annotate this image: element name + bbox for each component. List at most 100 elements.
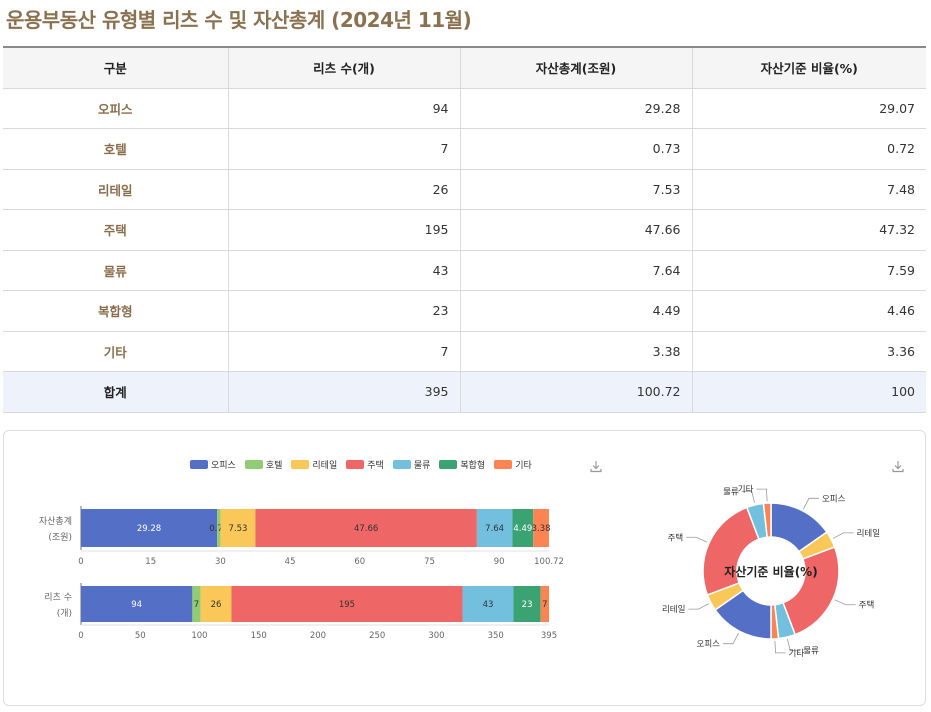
pie-label-line [688,603,710,610]
header-category: 구분 [3,46,229,89]
row-ratio: 0.72 [692,128,926,170]
x-tick-label: 250 [369,631,385,641]
legend-item[interactable]: 기타 [494,458,532,471]
legend-item[interactable]: 리테일 [291,458,337,471]
bar-data-label: 195 [339,600,355,610]
bar-segment[interactable] [192,586,201,622]
pie-slice[interactable] [782,546,840,636]
table-row: 복합형 23 4.49 4.46 [3,290,926,332]
row-category: 호텔 [3,128,229,170]
x-tick-label: 30 [215,557,226,567]
bar-data-label: 94 [131,600,142,610]
bar-segment[interactable] [513,586,541,622]
bar-segment[interactable] [231,586,463,622]
row-assets: 4.49 [460,290,693,332]
legend-item[interactable]: 물류 [392,458,431,471]
header-assets: 자산총계(조원) [460,46,693,89]
row-count: 7 [228,128,461,170]
row-category: 기타 [3,331,229,372]
legend-item[interactable]: 주택 [346,458,384,471]
table-total-row: 합계 395 100.72 100 [3,371,926,413]
table-row: 리테일 26 7.53 7.48 [3,169,926,210]
table-row: 호텔 7 0.73 0.72 [3,128,926,170]
total-assets: 100.72 [460,371,693,413]
pie-label: 주택 [859,600,875,611]
header-ratio: 자산기준 비율(%) [692,46,926,89]
x-tick-label: 200 [310,631,326,641]
row-count: 94 [228,88,461,129]
x-tick-label: 395 [541,631,557,641]
total-ratio: 100 [692,371,926,413]
table-header-row: 구분 리츠 수(개) 자산총계(조원) 자산기준 비율(%) [3,46,926,89]
legend-item[interactable]: 복합형 [439,458,485,471]
total-count: 395 [228,371,461,413]
bar-segment[interactable] [462,586,514,622]
legend-label: 물류 [413,461,431,471]
row-ratio: 4.46 [692,290,926,332]
table-row: 기타 7 3.38 3.36 [3,331,926,372]
bar-segment[interactable] [81,509,218,547]
header-count: 리츠 수(개) [228,46,461,89]
row-ratio: 47.32 [692,209,926,251]
pie-label-line [803,497,819,510]
bar-segment[interactable] [533,509,549,547]
legend-label: 리테일 [312,461,338,471]
bar-segment[interactable] [512,509,534,547]
pie-center-title: 자산기준 비율(%) [724,564,817,579]
x-tick-label: 50 [135,631,146,641]
pie-label: 물류 [803,647,819,657]
bar-data-label: 7.64 [485,524,504,534]
bar-data-label: 29.28 [137,524,161,534]
legend-item[interactable]: 오피스 [190,458,236,471]
bar-data-label: 47.66 [354,524,378,534]
bar-segment[interactable] [540,586,549,622]
bar-data-label: 0.73 [209,524,228,534]
bar-data-label: 26 [211,600,222,610]
total-category: 합계 [3,371,229,413]
x-tick-label: 100.72 [534,557,564,567]
row-category: 주택 [3,209,229,251]
x-tick-label: 45 [285,557,296,567]
x-tick-label: 100 [191,631,207,641]
legend-item[interactable]: 호텔 [244,458,282,471]
row-category: 오피스 [3,88,229,129]
legend-label: 주택 [367,461,384,471]
legend-label: 기타 [515,461,532,471]
pie-label: 주택 [668,532,684,543]
category-unit-label: (개) [57,608,72,619]
pie-download-icon[interactable] [891,459,905,473]
bar-segment[interactable] [200,586,232,622]
legend-label: 복합형 [460,461,486,471]
bar-segment[interactable] [220,509,256,547]
x-tick-label: 90 [494,557,505,567]
bar-segment[interactable] [81,586,193,622]
pie-slice[interactable] [702,506,760,596]
legend-label: 오피스 [211,461,236,471]
row-assets: 7.64 [460,250,693,291]
bar-download-icon[interactable] [589,459,603,473]
pie-label: 오피스 [822,494,846,504]
bar-segment[interactable] [217,509,221,547]
bar-data-label: 4.49 [513,524,532,534]
stacked-bar-chart: 자산총계 (조원) 0 15 30 45 60 75 90 100.72 29.28 0.73 7.53… [39,506,564,641]
table-row: 물류 43 7.64 7.59 [3,250,926,291]
bar-segment[interactable] [255,509,477,547]
pie-label-line [774,640,786,654]
pie-label-line [832,532,854,539]
legend-swatch [244,460,263,469]
row-ratio: 3.36 [692,331,926,372]
table-row: 오피스 94 29.28 29.07 [3,88,926,129]
pie-label-line [834,599,856,606]
bar-data-label: 23 [522,600,533,610]
legend-swatch [392,460,411,469]
bar-data-label: 7.53 [228,524,247,534]
bar-segment[interactable] [476,509,513,547]
legend-swatch [494,460,513,469]
legend-swatch [291,460,310,469]
pie-slice[interactable] [762,502,772,539]
x-tick-label: 0 [78,631,83,641]
row-category: 물류 [3,250,229,291]
table-row: 주택 195 47.66 47.32 [3,209,926,251]
